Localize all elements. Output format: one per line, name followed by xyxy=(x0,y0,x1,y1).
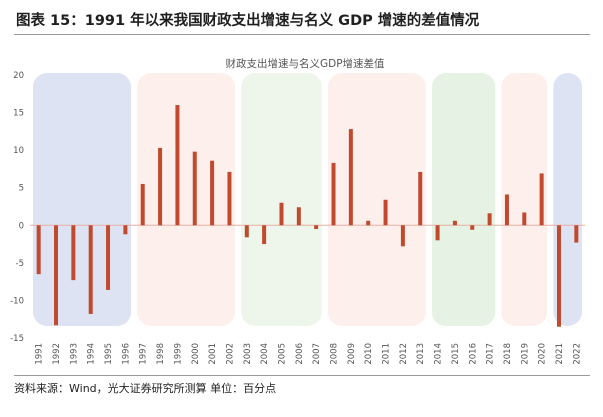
bar-1992 xyxy=(54,225,59,326)
bar-2015 xyxy=(452,220,457,226)
figure-title: 图表 15：1991 年以来我国财政支出增速与名义 GDP 增速的差值情况 xyxy=(16,13,480,29)
bar-2010 xyxy=(366,220,371,226)
x-tick-label: 2021 xyxy=(555,343,565,365)
x-tick-label: 2016 xyxy=(468,343,478,365)
bar-1996 xyxy=(123,225,128,235)
bar-2003 xyxy=(244,225,249,238)
bar-1998 xyxy=(158,147,163,226)
x-tick-label: 1992 xyxy=(52,343,62,365)
x-tick-label: 2003 xyxy=(243,343,253,365)
x-tick-label: 2008 xyxy=(330,343,340,365)
bar-1995 xyxy=(106,225,111,290)
x-tick-label: 2012 xyxy=(399,343,409,365)
bar-2012 xyxy=(400,225,405,247)
x-tick-label: 2004 xyxy=(260,343,270,365)
x-tick-label: 2002 xyxy=(225,343,235,365)
period-bg-2003-2007 xyxy=(241,73,322,326)
y-tick-label: 20 xyxy=(13,71,24,81)
x-tick-label: 1991 xyxy=(35,343,45,365)
bar-2007 xyxy=(314,225,319,230)
y-axis-ticks: -15 -10 -5 0 5 10 15 20 xyxy=(10,71,24,344)
y-tick-label: -5 xyxy=(16,259,24,269)
x-tick-label: 2010 xyxy=(364,343,374,365)
x-tick-label: 2015 xyxy=(451,343,461,365)
x-tick-label: 2001 xyxy=(208,343,218,365)
bar-2011 xyxy=(383,199,388,226)
x-tick-label: 2011 xyxy=(382,343,392,365)
bar-2002 xyxy=(227,171,232,226)
bar-2021 xyxy=(556,225,561,327)
period-bg-2018-2020 xyxy=(501,73,548,326)
x-tick-label: 1997 xyxy=(139,343,149,365)
bar-2014 xyxy=(435,225,440,241)
bar-1997 xyxy=(140,183,145,226)
bar-2020 xyxy=(539,173,544,226)
bar-1991 xyxy=(36,225,41,275)
bar-2001 xyxy=(210,160,215,226)
x-tick-label: 2007 xyxy=(312,343,322,365)
bar-2000 xyxy=(192,151,197,226)
x-tick-label: 2014 xyxy=(434,343,444,365)
x-tick-label: 1996 xyxy=(121,343,131,365)
bar-2022 xyxy=(574,225,579,243)
x-tick-label: 1993 xyxy=(69,343,79,365)
x-tick-label: 2009 xyxy=(347,343,357,365)
x-tick-label: 2013 xyxy=(416,343,426,365)
period-bg-2014-2017 xyxy=(431,73,496,326)
x-tick-label: 2018 xyxy=(503,343,513,365)
source-note: 资料来源：Wind，光大证券研究所测算 单位：百分点 xyxy=(14,382,277,395)
bar-2004 xyxy=(262,225,267,245)
x-tick-label: 2020 xyxy=(538,343,548,365)
bar-2013 xyxy=(418,171,423,226)
y-tick-label: 15 xyxy=(13,109,24,119)
bar-2016 xyxy=(470,225,475,230)
bar-2019 xyxy=(522,212,527,226)
period-backgrounds xyxy=(33,73,582,326)
chart-title: 财政支出增速与名义GDP增速差值 xyxy=(225,57,385,70)
bar-2017 xyxy=(487,213,492,226)
bar-2009 xyxy=(348,129,353,226)
bar-2008 xyxy=(331,162,336,226)
bar-2005 xyxy=(279,202,284,226)
x-tick-label: 1999 xyxy=(173,343,183,365)
x-axis-ticks: 1991 1992 1993 1994 1995 1996 1997 1998 1999 2000… xyxy=(35,343,583,365)
x-tick-label: 1994 xyxy=(87,343,97,365)
y-tick-label: -15 xyxy=(10,334,24,344)
bar-1999 xyxy=(175,105,180,226)
bars xyxy=(36,105,579,327)
period-bg-2008-2013 xyxy=(327,73,426,326)
x-tick-label: 2006 xyxy=(295,343,305,365)
x-tick-label: 2022 xyxy=(572,343,582,365)
x-tick-label: 2017 xyxy=(486,343,496,365)
x-tick-label: 2005 xyxy=(277,343,287,365)
period-bg-1997-2002 xyxy=(137,73,236,326)
bar-1994 xyxy=(88,225,93,314)
title-rule xyxy=(14,34,590,35)
period-bg-1991-1996 xyxy=(33,73,132,326)
bar-2018 xyxy=(504,194,509,226)
y-tick-label: 10 xyxy=(13,146,24,156)
source-rule xyxy=(14,375,590,376)
x-tick-label: 1995 xyxy=(104,343,114,365)
y-tick-label: 5 xyxy=(19,184,24,194)
bar-1993 xyxy=(71,225,76,281)
y-tick-label: -10 xyxy=(10,296,24,306)
bar-2006 xyxy=(296,207,301,226)
x-tick-label: 2000 xyxy=(191,343,201,365)
x-tick-label: 1998 xyxy=(156,343,166,365)
x-tick-label: 2019 xyxy=(520,343,530,365)
y-tick-label: 0 xyxy=(19,221,24,231)
